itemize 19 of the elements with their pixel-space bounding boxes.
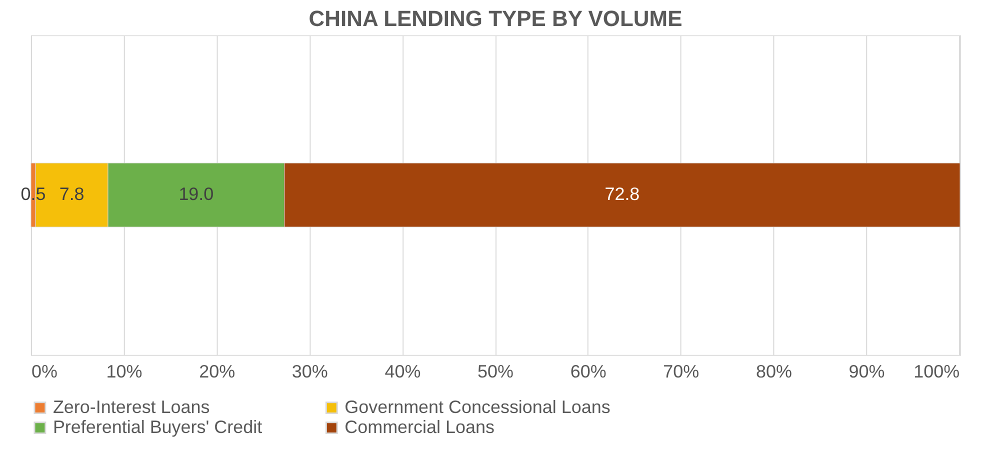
x-tick-label: 10%	[106, 361, 142, 382]
x-tick-label: 0%	[31, 361, 58, 382]
x-tick-label: 80%	[756, 361, 792, 382]
x-tick-label: 40%	[384, 361, 421, 382]
x-tick-label: 60%	[570, 361, 606, 382]
data-label: 72.8	[604, 184, 640, 204]
x-tick-label: 90%	[848, 361, 885, 382]
legend-label: Preferential Buyers' Credit	[52, 416, 262, 437]
x-tick-label: 20%	[199, 361, 236, 382]
legend-label: Commercial Loans	[344, 416, 494, 437]
legend-label: Zero-Interest Loans	[52, 396, 210, 417]
x-tick-label: 70%	[663, 361, 700, 382]
x-tick-label: 50%	[478, 361, 514, 382]
legend-label: Government Concessional Loans	[344, 396, 610, 417]
data-label: 19.0	[178, 184, 214, 204]
chart-title: CHINA LENDING TYPE BY VOLUME	[308, 6, 682, 32]
x-tick-label: 30%	[292, 361, 328, 382]
x-tick-label: 100%	[914, 361, 960, 382]
data-label: 7.8	[59, 184, 84, 204]
